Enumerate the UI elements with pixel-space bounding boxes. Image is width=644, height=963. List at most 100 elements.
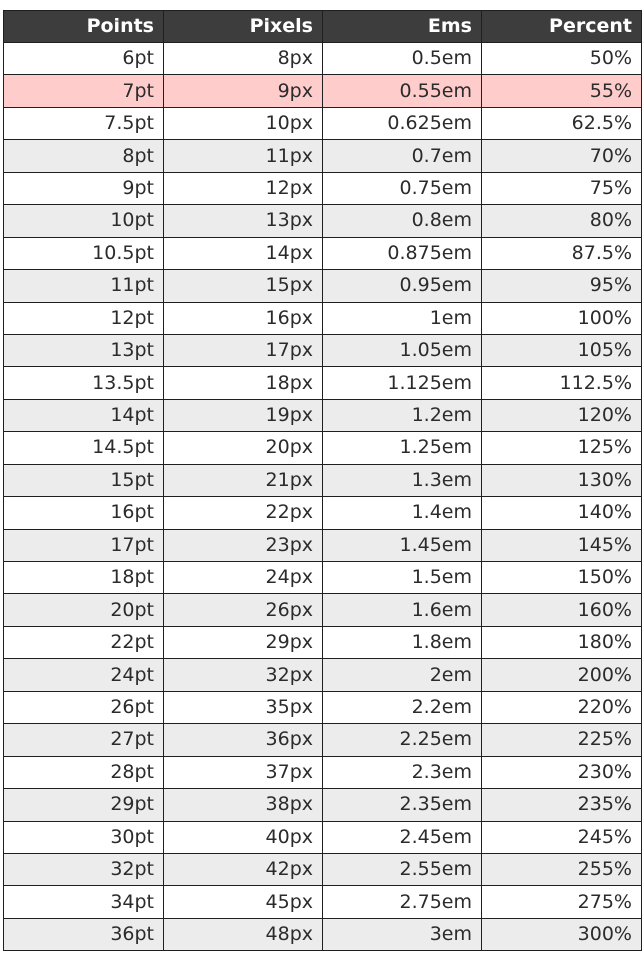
cell-points: 14pt [3, 398, 164, 433]
cell-ems: 1.125em [322, 366, 482, 400]
cell-pixels: 16px [163, 301, 323, 335]
table-row: 6pt 8px 0.5em 50% [3, 41, 642, 76]
cell-pixels: 32px [163, 658, 323, 692]
cell-percent: 105% [481, 333, 642, 368]
cell-ems: 0.7em [322, 139, 482, 173]
cell-pixels: 37px [163, 755, 323, 790]
cell-ems: 1.8em [322, 625, 482, 660]
header-pixels: Pixels [163, 10, 323, 43]
cell-pixels: 14px [163, 236, 323, 271]
cell-percent: 150% [481, 560, 642, 595]
cell-percent: 62.5% [481, 106, 642, 141]
table-row: 24pt 32px 2em 200% [3, 658, 642, 692]
table-row: 30pt 40px 2.45em 245% [3, 820, 642, 854]
cell-points: 13pt [3, 333, 164, 368]
cell-ems: 2.55em [322, 852, 482, 887]
cell-points: 18pt [3, 560, 164, 595]
cell-percent: 255% [481, 852, 642, 887]
table-row: 15pt 21px 1.3em 130% [3, 463, 642, 498]
cell-ems: 0.8em [322, 204, 482, 238]
cell-points: 29pt [3, 788, 164, 822]
cell-points: 34pt [3, 885, 164, 919]
cell-pixels: 21px [163, 463, 323, 498]
cell-ems: 1.6em [322, 593, 482, 627]
font-size-conversion-table: Points Pixels Ems Percent 6pt 8px 0.5em 50%… [3, 10, 642, 952]
cell-percent: 100% [481, 301, 642, 335]
cell-ems: 2.25em [322, 723, 482, 757]
cell-ems: 1.45em [322, 528, 482, 563]
cell-percent: 275% [481, 885, 642, 919]
table-row: 10.5pt 14px 0.875em 87.5% [3, 236, 642, 271]
cell-pixels: 15px [163, 269, 323, 303]
cell-points: 24pt [3, 658, 164, 692]
cell-ems: 1.4em [322, 496, 482, 530]
header-ems: Ems [322, 10, 482, 43]
cell-points: 14.5pt [3, 431, 164, 465]
cell-ems: 2.35em [322, 788, 482, 822]
cell-points: 16pt [3, 496, 164, 530]
cell-percent: 160% [481, 593, 642, 627]
cell-percent: 125% [481, 431, 642, 465]
cell-percent: 220% [481, 690, 642, 725]
cell-points: 32pt [3, 852, 164, 887]
cell-pixels: 8px [163, 41, 323, 76]
cell-percent: 145% [481, 528, 642, 563]
cell-percent: 95% [481, 269, 642, 303]
cell-points: 7.5pt [3, 106, 164, 141]
cell-ems: 2.2em [322, 690, 482, 725]
table-row: 16pt 22px 1.4em 140% [3, 496, 642, 530]
cell-points: 10pt [3, 204, 164, 238]
cell-ems: 0.625em [322, 106, 482, 141]
cell-pixels: 22px [163, 496, 323, 530]
cell-percent: 120% [481, 398, 642, 433]
cell-percent: 245% [481, 820, 642, 854]
cell-points: 15pt [3, 463, 164, 498]
cell-ems: 0.5em [322, 41, 482, 76]
cell-percent: 112.5% [481, 366, 642, 400]
cell-pixels: 38px [163, 788, 323, 822]
header-row: Points Pixels Ems Percent [3, 10, 642, 43]
cell-pixels: 24px [163, 560, 323, 595]
cell-percent: 70% [481, 139, 642, 173]
cell-points: 26pt [3, 690, 164, 725]
table-row: 22pt 29px 1.8em 180% [3, 625, 642, 660]
cell-ems: 1em [322, 301, 482, 335]
table-row: 8pt 11px 0.7em 70% [3, 139, 642, 173]
table-row: 10pt 13px 0.8em 80% [3, 204, 642, 238]
cell-ems: 0.875em [322, 236, 482, 271]
cell-pixels: 42px [163, 852, 323, 887]
cell-ems: 2em [322, 658, 482, 692]
cell-percent: 130% [481, 463, 642, 498]
font-size-conversion-table-container: Points Pixels Ems Percent 6pt 8px 0.5em 50%… [3, 10, 642, 952]
cell-pixels: 40px [163, 820, 323, 854]
cell-pixels: 20px [163, 431, 323, 465]
cell-ems: 2.75em [322, 885, 482, 919]
cell-ems: 0.95em [322, 269, 482, 303]
cell-ems: 2.45em [322, 820, 482, 854]
cell-points: 20pt [3, 593, 164, 627]
cell-percent: 225% [481, 723, 642, 757]
cell-percent: 87.5% [481, 236, 642, 271]
table-row: 11pt 15px 0.95em 95% [3, 269, 642, 303]
table-row: 26pt 35px 2.2em 220% [3, 690, 642, 725]
cell-percent: 200% [481, 658, 642, 692]
table-row: 20pt 26px 1.6em 160% [3, 593, 642, 627]
cell-points: 6pt [3, 41, 164, 76]
table-row: 7.5pt 10px 0.625em 62.5% [3, 106, 642, 141]
cell-pixels: 26px [163, 593, 323, 627]
cell-points: 11pt [3, 269, 164, 303]
cell-pixels: 18px [163, 366, 323, 400]
table-row: 36pt 48px 3em 300% [3, 917, 642, 952]
cell-percent: 50% [481, 41, 642, 76]
table-row: 18pt 24px 1.5em 150% [3, 560, 642, 595]
cell-pixels: 19px [163, 398, 323, 433]
cell-points: 17pt [3, 528, 164, 563]
table-row: 34pt 45px 2.75em 275% [3, 885, 642, 919]
cell-points: 8pt [3, 139, 164, 173]
cell-points: 30pt [3, 820, 164, 854]
cell-pixels: 45px [163, 885, 323, 919]
cell-pixels: 13px [163, 204, 323, 238]
cell-percent: 80% [481, 204, 642, 238]
table-body: 6pt 8px 0.5em 50% 7pt 9px 0.55em 55% 7.5pt 10px 0.… [3, 41, 642, 952]
cell-ems: 1.25em [322, 431, 482, 465]
